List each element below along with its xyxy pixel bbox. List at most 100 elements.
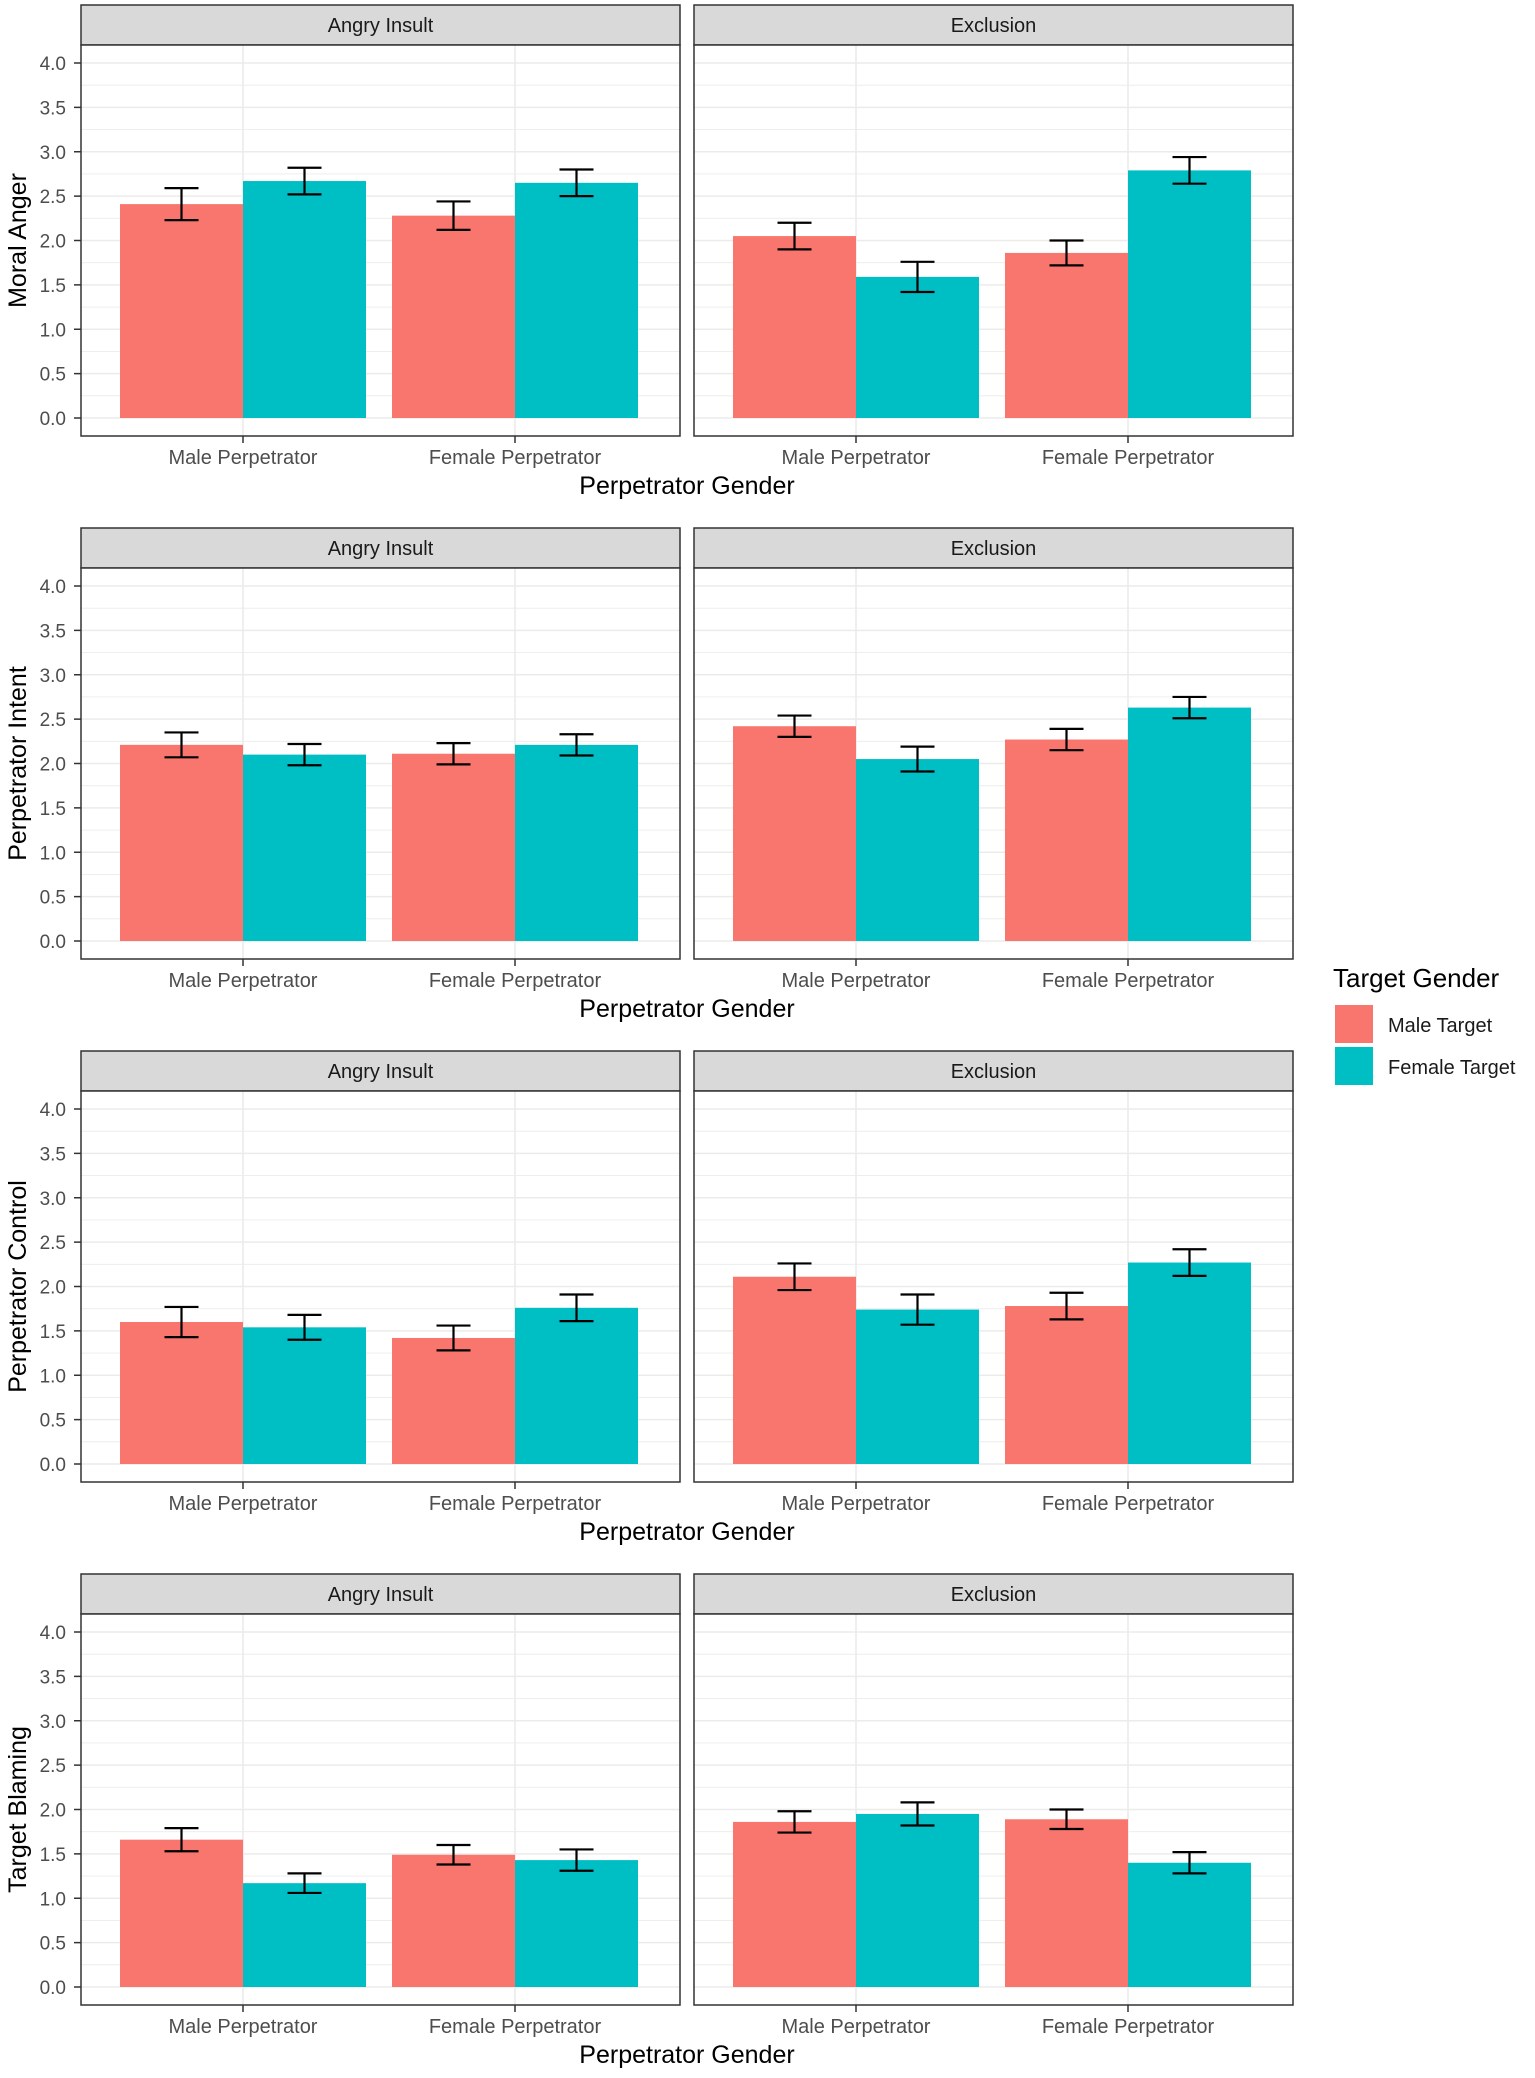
bar-female-target-female-perpetrator (515, 182, 638, 418)
panel-border (693, 1613, 1294, 2006)
facet-strip (693, 4, 1294, 46)
error-bar-female-target-female-perpetrator (559, 1293, 594, 1323)
bar-male-target-male-perpetrator (733, 1276, 856, 1464)
legend: Target Gender Male Target Female Target (1333, 963, 1516, 1085)
bar-female-target-female-perpetrator (515, 1860, 638, 1987)
y-tick-label: 1.5 (40, 1322, 66, 1343)
legend-label-female-target: Female Target (1388, 1057, 1516, 1079)
y-axis-title: Perpetrator Intent (4, 666, 32, 861)
bar-female-target-male-perpetrator (243, 1883, 366, 1987)
error-bar-male-target-female-perpetrator (436, 741, 471, 766)
bar-male-target-male-perpetrator (120, 1839, 243, 1987)
x-tick-label: Female Perpetrator (1042, 970, 1215, 992)
bar-male-target-female-perpetrator (1005, 1306, 1128, 1464)
error-bar-female-target-male-perpetrator (900, 260, 935, 294)
y-tick-label: 4.0 (40, 577, 66, 598)
x-axis-title: Perpetrator Gender (579, 2041, 794, 2069)
y-tick-label: 3.5 (40, 1144, 66, 1165)
y-tick-label: 2.5 (40, 1233, 66, 1254)
facet-title: Exclusion (951, 15, 1037, 37)
y-tick-label: 3.5 (40, 1667, 66, 1688)
y-tick-label: 0.0 (40, 1978, 66, 1999)
error-bar-male-target-female-perpetrator (1049, 1291, 1084, 1321)
panel-border (80, 567, 681, 960)
error-bar-male-target-female-perpetrator (1049, 239, 1084, 267)
x-axis-title: Perpetrator Gender (579, 1518, 794, 1546)
legend-key-female-target (1335, 1047, 1373, 1085)
error-bar-female-target-female-perpetrator (1172, 695, 1207, 720)
facet-title: Angry Insult (328, 15, 434, 37)
facet-title: Exclusion (951, 1584, 1037, 1606)
x-tick-label: Male Perpetrator (169, 1493, 318, 1515)
y-tick-label: 2.0 (40, 1278, 66, 1299)
x-tick-label: Male Perpetrator (169, 447, 318, 469)
y-tick-label: 1.5 (40, 1845, 66, 1866)
facet-strip (80, 1050, 681, 1092)
facet-title: Exclusion (951, 538, 1037, 560)
facet-angry-insult: Angry Insult Male Perpetrator Female Perpe… (80, 1573, 681, 2038)
x-tick-label: Male Perpetrator (782, 1493, 931, 1515)
panel-border (693, 44, 1294, 437)
x-tick-label: Female Perpetrator (1042, 447, 1215, 469)
x-tick-label: Female Perpetrator (429, 447, 602, 469)
y-tick-label: 2.5 (40, 1756, 66, 1777)
facet-exclusion: Exclusion Male Perpetrator Female Perpetra… (693, 1050, 1294, 1515)
x-axis-title: Perpetrator Gender (579, 472, 794, 500)
bar-female-target-male-perpetrator (243, 754, 366, 941)
chart-row-perpetrator-intent: Perpetrator Intent 0.0 0.5 1.0 1.5 2.0 2.5 3.0 3… (4, 527, 1294, 1023)
facet-strip (693, 1050, 1294, 1092)
facet-title: Angry Insult (328, 1584, 434, 1606)
bar-male-target-male-perpetrator (120, 204, 243, 418)
y-tick-label: 0.0 (40, 409, 66, 430)
y-tick-label: 4.0 (40, 1100, 66, 1121)
bar-female-target-female-perpetrator (1128, 1262, 1251, 1464)
legend-key-male-target (1335, 1005, 1373, 1043)
facet-strip (80, 1573, 681, 1615)
error-bar-female-target-male-perpetrator (287, 1313, 322, 1341)
facet-strip (693, 527, 1294, 569)
bar-male-target-female-perpetrator (1005, 739, 1128, 941)
bar-female-target-female-perpetrator (1128, 170, 1251, 418)
error-bar-male-target-female-perpetrator (1049, 1808, 1084, 1831)
y-tick-label: 4.0 (40, 54, 66, 75)
facet-title: Angry Insult (328, 1061, 434, 1083)
y-axis-title: Perpetrator Control (4, 1180, 32, 1393)
chart-row-moral-anger: Moral Anger 0.0 0.5 1.0 1.5 2.0 2.5 3.0 3.5 4.0 An… (4, 4, 1294, 500)
y-tick-label: 2.0 (40, 1801, 66, 1822)
x-tick-label: Female Perpetrator (429, 970, 602, 992)
error-bar-female-target-male-perpetrator (900, 745, 935, 773)
legend-title: Target Gender (1333, 963, 1500, 993)
error-bar-female-target-female-perpetrator (1172, 155, 1207, 185)
y-tick-label: 4.0 (40, 1623, 66, 1644)
x-axis-title: Perpetrator Gender (579, 995, 794, 1023)
legend-label-male-target: Male Target (1388, 1015, 1493, 1037)
y-tick-label: 3.5 (40, 621, 66, 642)
facet-strip (80, 4, 681, 46)
bar-male-target-male-perpetrator (733, 236, 856, 418)
y-tick-label: 3.0 (40, 666, 66, 687)
bar-female-target-male-perpetrator (243, 181, 366, 418)
error-bar-male-target-male-perpetrator (164, 1305, 199, 1339)
error-bar-female-target-male-perpetrator (287, 1872, 322, 1895)
bar-male-target-female-perpetrator (392, 1854, 515, 1987)
y-tick-label: 1.0 (40, 1889, 66, 1910)
panel-border (693, 1090, 1294, 1483)
chart-row-target-blaming: Target Blaming 0.0 0.5 1.0 1.5 2.0 2.5 3.0 3.5 4.… (4, 1573, 1294, 2069)
x-tick-label: Female Perpetrator (429, 1493, 602, 1515)
error-bar-female-target-male-perpetrator (287, 166, 322, 196)
y-tick-label: 2.0 (40, 232, 66, 253)
y-tick-label: 2.5 (40, 187, 66, 208)
bar-female-target-female-perpetrator (515, 744, 638, 941)
y-axis-title: Target Blaming (4, 1726, 32, 1893)
bar-male-target-female-perpetrator (392, 753, 515, 941)
error-bar-male-target-female-perpetrator (1049, 727, 1084, 752)
error-bar-male-target-female-perpetrator (436, 1843, 471, 1866)
x-tick-label: Female Perpetrator (429, 2016, 602, 2038)
y-tick-label: 2.0 (40, 755, 66, 776)
bar-male-target-male-perpetrator (120, 1322, 243, 1464)
panel-border (80, 44, 681, 437)
y-tick-label: 0.5 (40, 1934, 66, 1955)
facet-exclusion: Exclusion Male Perpetrator Female Perpetra… (693, 1573, 1294, 2038)
error-bar-male-target-male-perpetrator (777, 1262, 812, 1292)
